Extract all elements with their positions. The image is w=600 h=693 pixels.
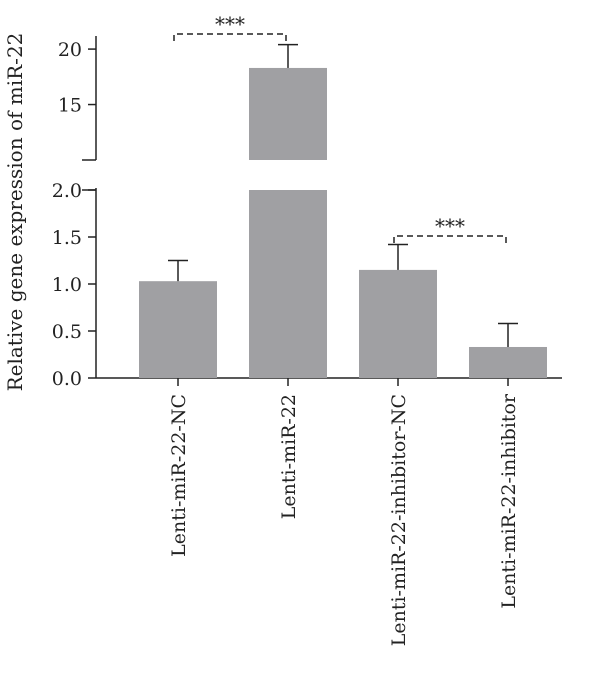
significance-bracket — [173, 33, 287, 41]
y-tick-label: 0.0 — [52, 368, 82, 390]
y-tick-label: 20 — [58, 39, 82, 61]
y-axis: 0.0 0.5 1.0 1.5 2.0 15 20 — [52, 36, 562, 390]
bar — [469, 346, 547, 378]
y-tick-label: 2.0 — [52, 180, 82, 202]
significance-bracket — [393, 235, 507, 243]
y-tick-label: 1.0 — [52, 274, 82, 296]
bars-group — [139, 43, 547, 378]
significance-group: *** *** — [173, 12, 507, 243]
bar-upper-segment — [249, 67, 327, 160]
x-tick-label: Lenti-miR-22 — [278, 394, 300, 519]
y-axis-label: Relative gene expression of miR-22 — [3, 33, 27, 392]
y-tick-label: 0.5 — [52, 321, 82, 343]
category-labels: Lenti-miR-22-NC Lenti-miR-22 Lenti-miR-22-… — [168, 393, 520, 646]
bar — [359, 269, 437, 378]
significance-label: *** — [215, 12, 245, 36]
y-tick-label: 15 — [58, 95, 82, 117]
bar — [139, 281, 217, 378]
x-tick-label: Lenti-miR-22-inhibitor — [498, 393, 520, 609]
x-tick-label: Lenti-miR-22-NC — [168, 394, 190, 557]
y-tick-label: 1.5 — [52, 227, 82, 249]
x-tick-label: Lenti-miR-22-inhibitor-NC — [388, 394, 410, 646]
significance-label: *** — [435, 214, 465, 238]
bar — [249, 190, 327, 378]
